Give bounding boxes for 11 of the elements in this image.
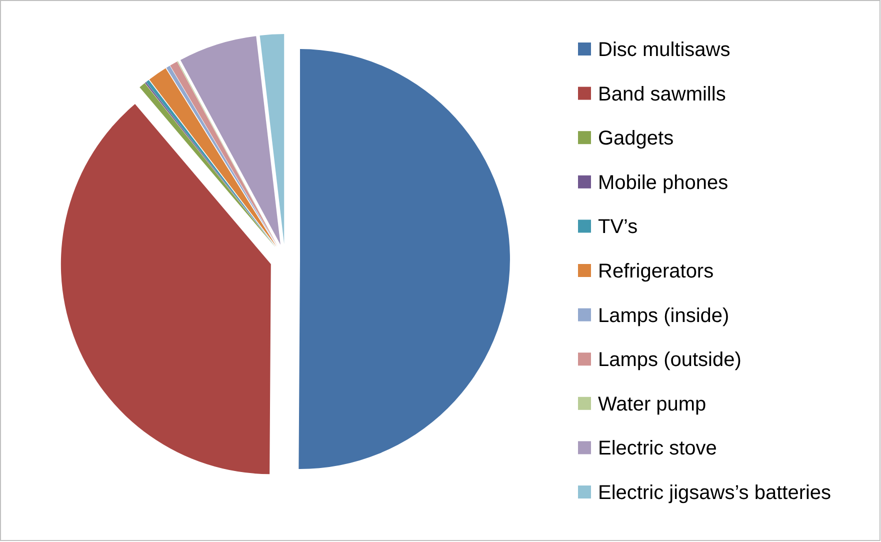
legend-label: Lamps (outside): [598, 349, 742, 372]
legend-label: Mobile phones: [598, 172, 728, 194]
legend-label: Electric stove: [598, 438, 717, 460]
legend-label: Water pump: [598, 393, 706, 416]
legend-label: Electric jigsaws’s batteries: [598, 482, 832, 504]
legend-label: Band sawmills: [598, 83, 726, 106]
legend-label: Disc multisaws: [598, 39, 730, 61]
legend-label: Gadgets: [598, 128, 674, 150]
legend-label: Lamps (inside): [598, 304, 730, 327]
legend-label: Refrigerators: [598, 260, 714, 282]
legend-label: TV’s: [598, 216, 638, 238]
